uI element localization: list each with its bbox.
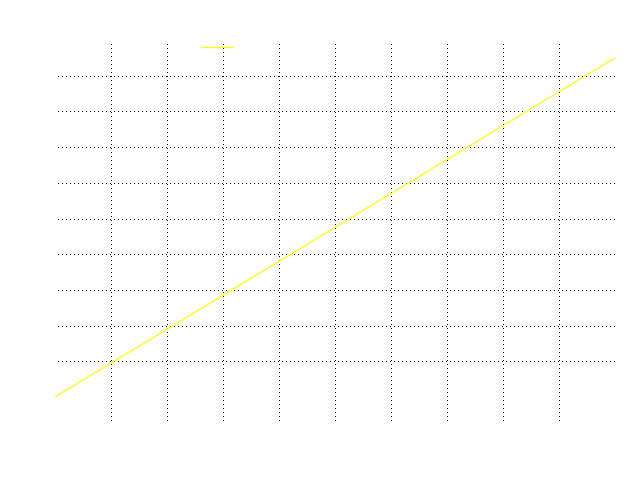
plot-series <box>54 57 616 398</box>
grid <box>58 44 615 422</box>
series-line-1 <box>54 57 616 398</box>
